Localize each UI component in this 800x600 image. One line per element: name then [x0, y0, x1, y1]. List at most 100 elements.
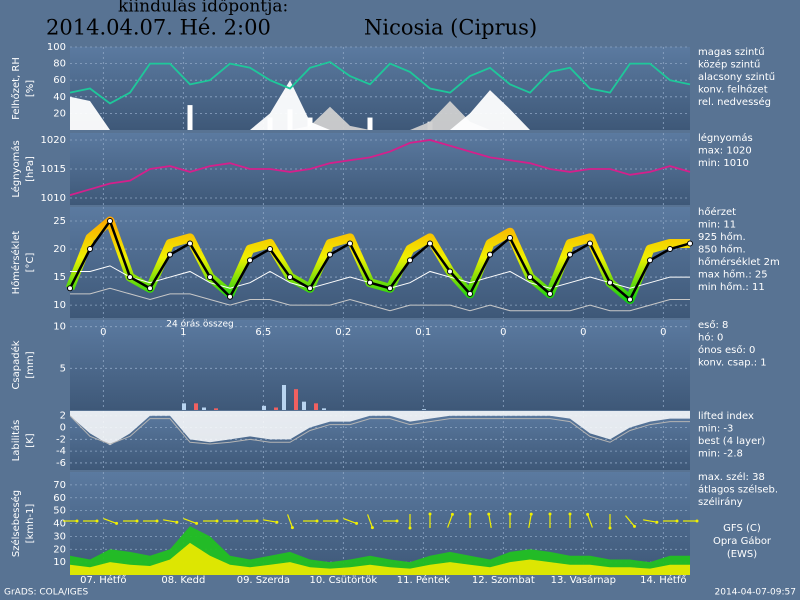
marker	[147, 285, 153, 292]
bar	[214, 408, 218, 410]
marker	[267, 246, 273, 253]
wind-arrow	[263, 519, 277, 523]
y-tick-label: 40	[53, 519, 66, 530]
area	[70, 411, 690, 446]
marker	[447, 268, 453, 275]
wind-arrow-head	[487, 512, 491, 516]
marker	[607, 279, 613, 286]
marker	[687, 240, 693, 247]
y-axis-title: Felhőzet, RH	[10, 57, 22, 120]
legend-note: min: 11	[698, 220, 736, 231]
wind-arrow	[287, 514, 293, 528]
y-tick-label: 1020	[41, 135, 66, 146]
daily-total: 0	[580, 327, 586, 338]
legend-entry: lifted index	[698, 411, 754, 422]
wind-arrow-head	[468, 512, 472, 516]
x-tick-label: 13. Vasárnap	[551, 574, 616, 586]
y-axis-title: Labilitás	[10, 420, 22, 462]
marker	[667, 246, 673, 253]
legend-entry: légnyomás	[698, 132, 753, 144]
y-tick-label: 60	[53, 75, 66, 86]
y-axis-title: [mm]	[25, 351, 36, 378]
legend-note: max hőm.: 25	[698, 269, 768, 281]
wind-arrow-head	[548, 512, 552, 516]
wind-arrow	[163, 519, 177, 523]
marker	[647, 257, 653, 264]
wind-arrow	[587, 514, 593, 528]
wind-arrow-head	[428, 512, 432, 516]
wind-arrow-head	[529, 512, 533, 516]
y-tick-label: -4	[56, 446, 66, 457]
wind-arrow-head	[195, 521, 199, 525]
legend-entry: 850 hőm.	[698, 244, 746, 256]
legend-note: max: 1020	[698, 146, 752, 157]
bar	[202, 407, 206, 410]
line	[69, 415, 690, 445]
bar	[274, 407, 278, 410]
wind-arrow-head	[675, 519, 679, 523]
legend-entry: konv. felhőzet	[698, 84, 768, 96]
y-tick-label: 50	[53, 506, 66, 517]
marker	[287, 274, 293, 281]
marker	[387, 285, 393, 292]
wind-arrow-head	[370, 526, 374, 530]
credit: Opra Gábor	[713, 535, 772, 547]
area	[70, 542, 690, 575]
bar	[187, 105, 193, 130]
marker	[167, 251, 173, 258]
panel	[70, 47, 690, 130]
wind-arrow-head	[568, 512, 572, 516]
legend-note: min: 1010	[698, 158, 749, 169]
y-tick-label: 1015	[41, 164, 66, 175]
wind-arrow-head	[95, 519, 99, 523]
legend-entry: rel. nedvesség	[698, 96, 771, 108]
wind-arrow-head	[395, 519, 399, 523]
x-tick-label: 10. Csütörtök	[310, 575, 378, 586]
place: Nicosia (Ciprus)	[364, 16, 537, 40]
marker	[527, 274, 533, 281]
wind-arrow-head	[508, 512, 512, 516]
wind-arrow	[528, 514, 532, 528]
y-tick-label: 1010	[41, 193, 66, 204]
x-tick-label: 14. Hétfő	[640, 574, 686, 586]
line	[70, 287, 690, 312]
y-tick-label: 70	[53, 480, 66, 491]
marker	[627, 296, 633, 303]
wind-arrow	[183, 518, 197, 524]
marker	[367, 279, 373, 286]
legend-entry: hőmérséklet 2m	[698, 256, 780, 268]
x-tick-label: 08. Kedd	[161, 575, 205, 586]
footer-right: 2014-04-07-09:57	[715, 588, 797, 598]
legend-note: min hőm.: 11	[698, 281, 765, 293]
panel	[70, 320, 690, 410]
wind-arrow-head	[632, 524, 636, 528]
y-axis-title: [kmh-1]	[25, 504, 36, 544]
totals-label: 24 órás összeg	[166, 319, 233, 330]
legend-entry: eső: 8	[698, 319, 728, 331]
caption: kiindulás időpontja:	[118, 0, 288, 17]
wind-arrow-head	[355, 521, 359, 525]
run-date: 2014.04.07. Hé. 2:00	[46, 16, 271, 40]
daily-total: 0	[660, 327, 666, 338]
marker	[547, 290, 553, 297]
marker	[207, 274, 213, 281]
wind-arrow-head	[408, 526, 412, 530]
y-axis-title: [°C]	[25, 253, 36, 273]
y-tick-label: 10	[53, 300, 66, 311]
x-tick-label: 12. Szombat	[472, 575, 535, 586]
y-axis-title: [K]	[25, 433, 36, 447]
marker	[507, 234, 513, 241]
wind-arrow	[488, 514, 492, 528]
wind-arrow-head	[215, 519, 219, 523]
wind-arrow-head	[275, 520, 279, 524]
marker	[347, 240, 353, 247]
y-tick-label: 2	[60, 411, 66, 422]
wind-arrow	[343, 518, 357, 524]
legend-entry: hó: 0	[698, 332, 723, 344]
bar	[302, 401, 306, 410]
wind-arrow	[103, 518, 117, 524]
wind-arrow	[625, 515, 635, 527]
y-axis-title: Hőmérséklet	[10, 231, 22, 295]
marker	[307, 285, 313, 292]
